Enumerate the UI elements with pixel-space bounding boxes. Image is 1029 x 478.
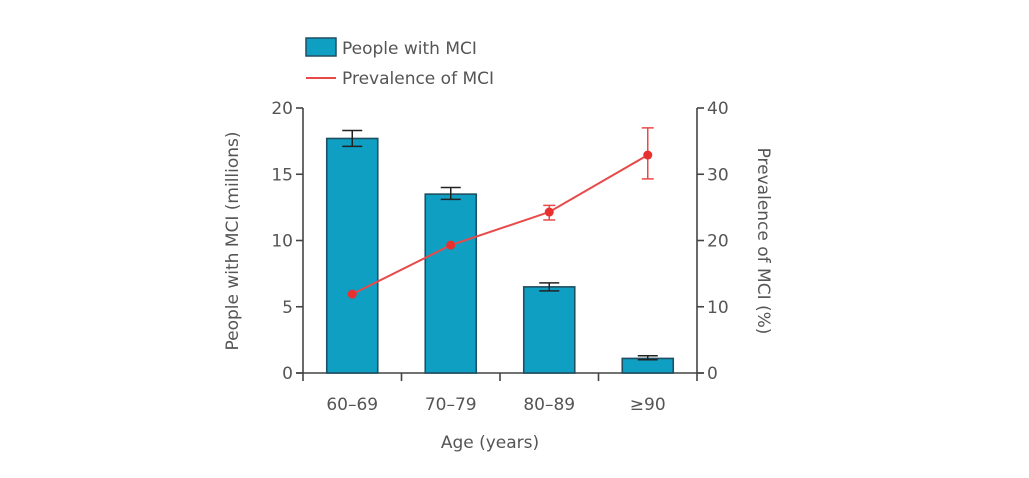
x-tick-label: 70–79 bbox=[425, 395, 477, 415]
x-tick-label: 60–69 bbox=[326, 395, 378, 415]
prevalence-point bbox=[544, 207, 554, 217]
y-tick-label: 20 bbox=[271, 99, 293, 119]
y2-tick-label: 20 bbox=[707, 232, 729, 252]
y-tick-label: 15 bbox=[271, 165, 293, 185]
bar-series bbox=[325, 129, 675, 374]
y2-tick-label: 30 bbox=[707, 165, 729, 185]
legend-swatch-bars bbox=[305, 37, 337, 57]
y-tick-label: 10 bbox=[271, 232, 293, 252]
line-series bbox=[347, 127, 654, 299]
axes: 0 5 10 15 20 0 10 20 30 40 60–69 70–79 80–89 ≥90 bbox=[271, 99, 728, 415]
y-tick-label: 0 bbox=[282, 364, 293, 384]
y-tick-label: 5 bbox=[282, 298, 293, 318]
legend-label-bars: People with MCI bbox=[342, 39, 477, 59]
bar bbox=[621, 357, 675, 374]
legend-label-line: Prevalence of MCI bbox=[342, 69, 494, 89]
bar bbox=[424, 193, 478, 374]
bar bbox=[325, 137, 379, 374]
x-tick-label: 80–89 bbox=[523, 395, 575, 415]
prevalence-point bbox=[347, 289, 357, 299]
x-tick-label: ≥90 bbox=[630, 395, 666, 415]
y2-axis-title: Prevalence of MCI (%) bbox=[753, 148, 773, 335]
legend: People with MCI Prevalence of MCI bbox=[305, 37, 494, 89]
y2-tick-label: 40 bbox=[707, 99, 729, 119]
x-axis-title: Age (years) bbox=[441, 433, 539, 453]
y-axis-title: People with MCI (millions) bbox=[223, 131, 243, 350]
bar bbox=[522, 286, 576, 374]
y2-tick-label: 10 bbox=[707, 298, 729, 318]
prevalence-point bbox=[643, 150, 653, 160]
prevalence-line bbox=[351, 154, 649, 296]
y2-tick-label: 0 bbox=[707, 364, 718, 384]
prevalence-point bbox=[446, 240, 456, 250]
